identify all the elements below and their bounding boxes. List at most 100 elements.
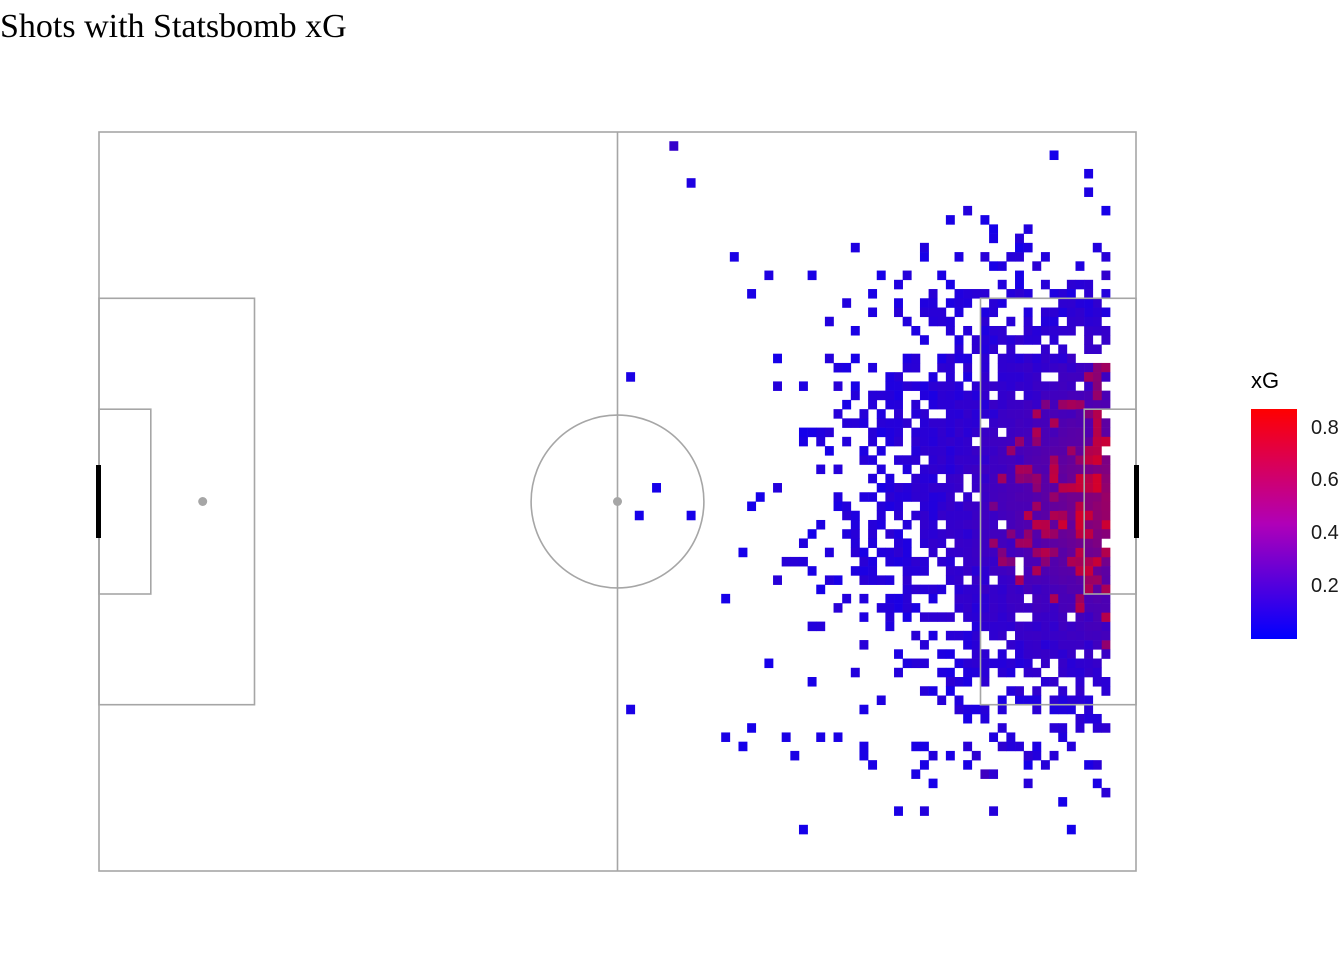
shot-cell <box>997 298 1007 308</box>
shot-cell <box>1049 612 1059 622</box>
shot-cell <box>1092 612 1102 622</box>
shot-cell <box>1023 418 1033 428</box>
shot-cell <box>997 464 1007 475</box>
shot-cell <box>963 547 973 558</box>
shot-cell <box>1049 501 1059 512</box>
shot-cell <box>997 372 1007 382</box>
shot-cell <box>945 409 955 419</box>
shot-cell <box>1058 436 1068 447</box>
shot-cell <box>1032 640 1042 650</box>
shot-cell <box>997 621 1007 632</box>
shot-cell <box>1015 575 1024 585</box>
shot-cell <box>1023 446 1033 456</box>
shot-cell <box>1066 593 1076 604</box>
shot-cell <box>1092 298 1102 308</box>
shot-cell <box>868 566 878 576</box>
shot-cell <box>1006 584 1016 595</box>
shot-cell <box>850 510 860 521</box>
centre-circle <box>530 414 705 589</box>
shot-cell <box>1040 603 1050 613</box>
shot-cell <box>1092 640 1102 650</box>
shot-cell <box>1092 593 1102 604</box>
shot-cell <box>1075 575 1085 585</box>
shot-cell <box>980 307 990 318</box>
shot-cell <box>842 362 852 373</box>
shot-cell <box>1040 519 1050 530</box>
shot-cell <box>971 464 981 475</box>
shot-cell <box>954 566 964 576</box>
shot-cell <box>1066 446 1076 456</box>
shot-cell <box>971 658 981 669</box>
shot-cell <box>1084 344 1094 354</box>
shot-cell <box>902 603 912 613</box>
shot-cell <box>902 381 912 391</box>
shot-cell <box>911 325 921 336</box>
shot-cell <box>997 335 1007 345</box>
shot-cell <box>833 492 843 502</box>
shot-cell <box>911 353 921 364</box>
shot-cell <box>1075 677 1085 687</box>
shot-cell <box>971 501 981 512</box>
shot-cell <box>1084 446 1094 456</box>
shot-cell <box>833 575 843 585</box>
shot-cell <box>1058 446 1068 456</box>
shot-cell <box>1084 289 1094 299</box>
shot-cell <box>928 289 938 299</box>
shot-cell <box>1032 593 1042 604</box>
shot-cell <box>842 501 852 512</box>
shot-cell <box>989 399 999 410</box>
shot-cell <box>1049 649 1059 659</box>
shot-cell <box>824 316 834 327</box>
shot-cell <box>954 529 964 539</box>
shot-cell <box>1015 603 1024 613</box>
shot-cell <box>1023 316 1033 327</box>
shot-cell <box>1101 335 1111 345</box>
shot-cell <box>989 409 999 419</box>
shot-cell <box>997 529 1007 539</box>
shot-cell <box>850 547 860 558</box>
shot-cell <box>1058 547 1068 558</box>
shot-cell <box>980 215 990 225</box>
shot-cell <box>1092 501 1102 512</box>
shot-cell <box>1015 270 1024 281</box>
shot-cell <box>1049 353 1059 364</box>
shot-cell <box>1092 446 1102 456</box>
shot-cell <box>963 455 973 465</box>
shot-cell <box>1006 344 1016 354</box>
shot-cell <box>790 750 800 761</box>
shot-cell <box>989 381 999 391</box>
shot-cell <box>928 750 938 761</box>
shot-cell <box>1084 372 1094 382</box>
shot-cell <box>989 630 999 641</box>
shot-cell <box>850 353 860 364</box>
shot-cell <box>937 667 947 678</box>
shot-cell <box>868 556 878 567</box>
shot-cell <box>971 390 981 401</box>
shot-cell <box>1084 603 1094 613</box>
shot-cell <box>1101 575 1111 585</box>
shot-cell <box>1032 418 1042 428</box>
shot-cell <box>1066 325 1076 336</box>
shot-cell <box>1040 307 1050 318</box>
shot-cell <box>773 483 782 493</box>
shot-cell <box>1015 335 1024 345</box>
shot-cell <box>1023 640 1033 650</box>
shot-cell <box>1032 261 1042 271</box>
shot-cell <box>1092 667 1102 678</box>
shot-cell <box>1066 501 1076 512</box>
shot-cell <box>1101 270 1111 281</box>
shot-cell <box>1084 630 1094 641</box>
shot-cell <box>945 381 955 391</box>
shot-cell <box>1101 649 1111 659</box>
shot-cell <box>902 362 912 373</box>
shot-cell <box>798 824 808 835</box>
shot-cell <box>919 418 929 428</box>
shot-cell <box>928 519 938 530</box>
shot-cell <box>1040 252 1050 262</box>
shot-cell <box>1040 658 1050 669</box>
shot-cell <box>963 362 973 373</box>
shot-cell <box>1015 501 1024 512</box>
shot-cell <box>1040 362 1050 373</box>
shot-cell <box>1058 464 1068 475</box>
shot-cell <box>1040 566 1050 576</box>
